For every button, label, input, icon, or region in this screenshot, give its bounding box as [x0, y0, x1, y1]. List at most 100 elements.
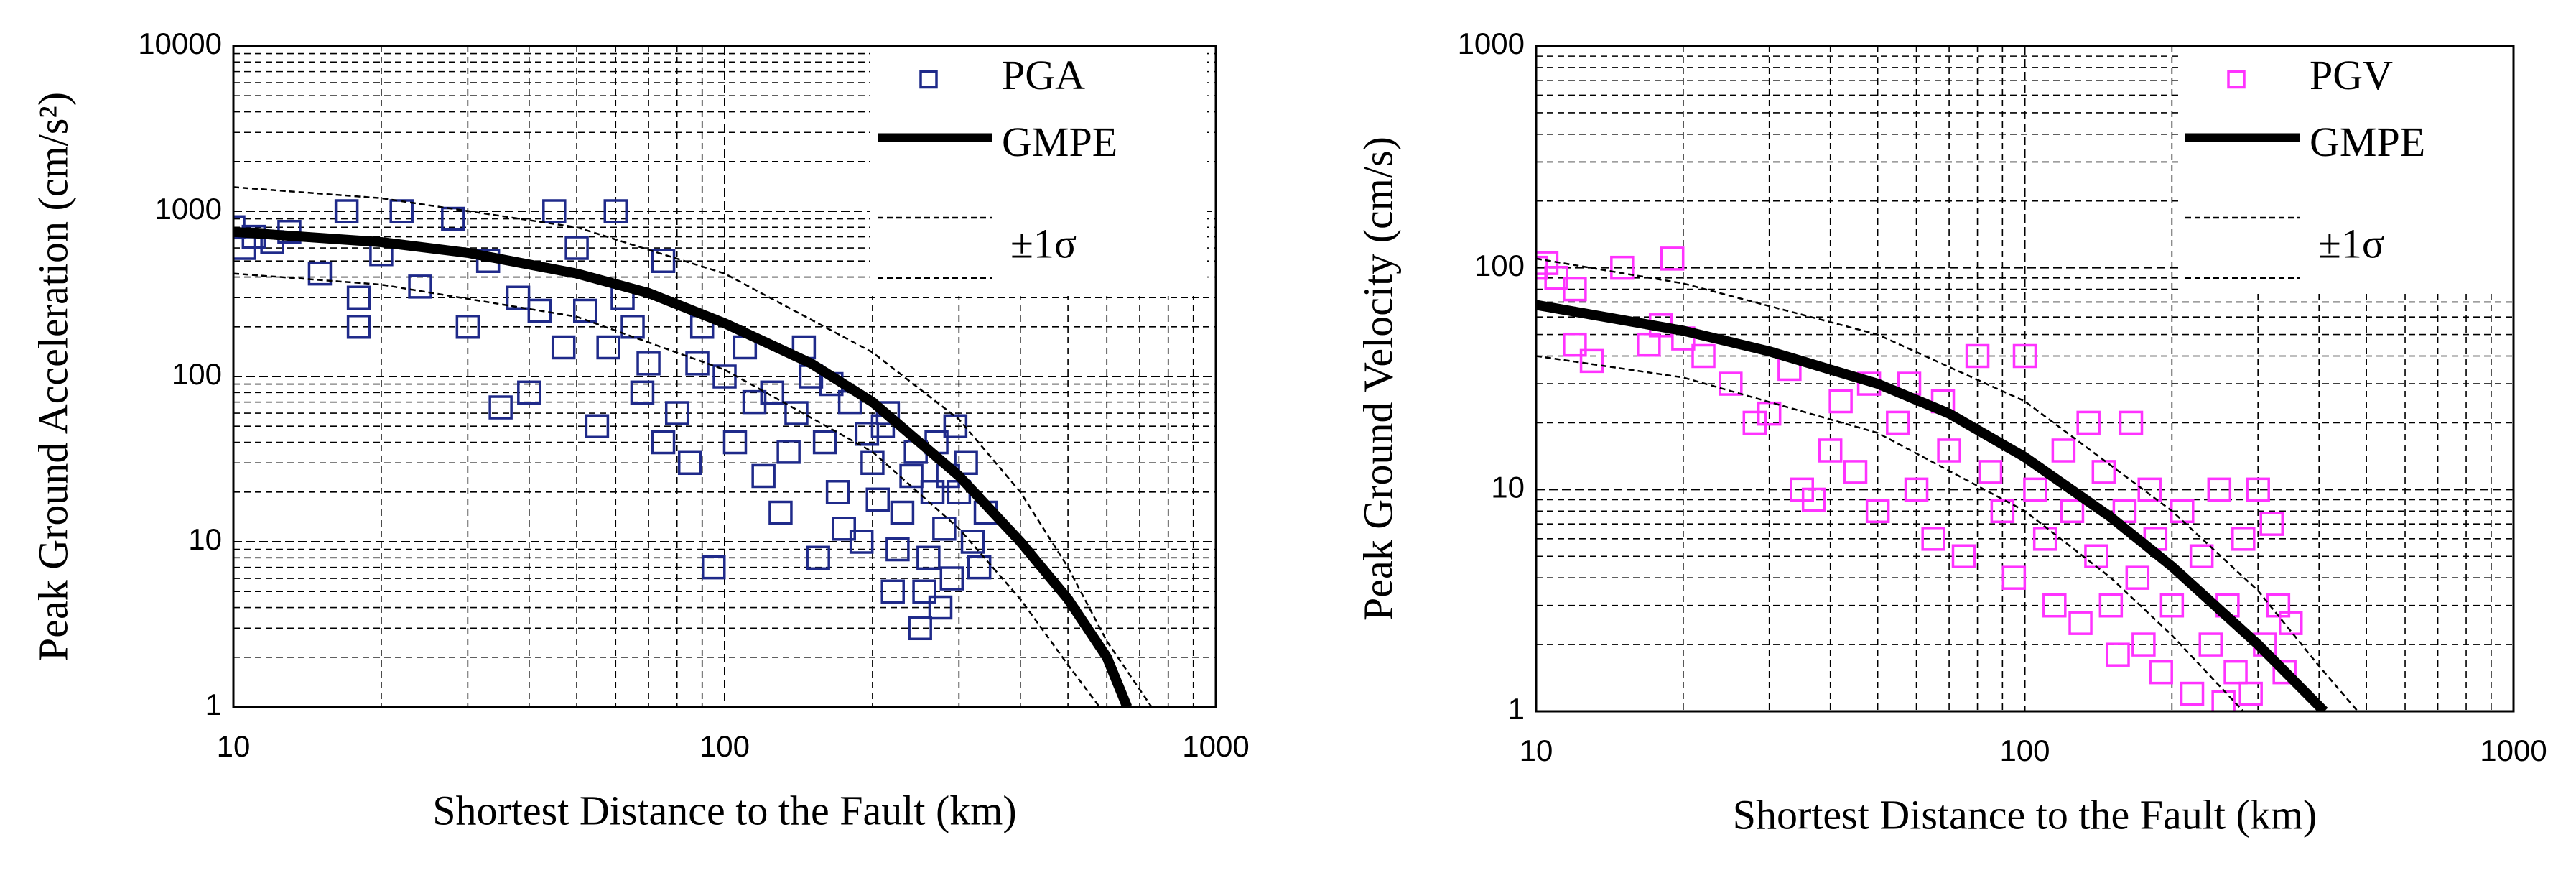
data-point — [1843, 460, 1868, 484]
data-point — [408, 274, 432, 299]
data-point — [346, 315, 371, 339]
data-point — [527, 298, 552, 323]
legend-marker — [2227, 70, 2246, 89]
data-point — [865, 487, 890, 512]
x-tick-label: 100 — [699, 729, 750, 763]
data-point — [1719, 371, 1743, 396]
y-tick-label: 1000 — [1458, 27, 1525, 60]
data-point — [2051, 438, 2076, 463]
data-point — [939, 566, 964, 591]
data-point — [920, 480, 945, 504]
y-tick-label: 100 — [1474, 249, 1525, 282]
data-point — [1579, 348, 1604, 374]
data-point — [916, 545, 941, 570]
data-point — [2238, 681, 2263, 706]
sigma-line — [1536, 257, 2359, 711]
data-point — [825, 480, 850, 504]
data-point — [880, 579, 905, 604]
plot-border — [232, 45, 1217, 708]
data-point — [441, 206, 465, 231]
data-point — [967, 555, 992, 580]
data-point — [2076, 410, 2101, 435]
legend-label: PGV — [2310, 52, 2393, 98]
x-axis-label: Shortest Distance to the Fault (km) — [1733, 791, 2317, 838]
data-point — [1742, 410, 1767, 435]
data-point — [2091, 460, 2116, 484]
data-point — [2198, 632, 2223, 657]
data-point — [2125, 565, 2150, 590]
gmpe-line — [233, 226, 1133, 707]
data-point — [2278, 611, 2303, 635]
data-point — [2189, 544, 2214, 569]
data-point — [899, 463, 924, 489]
data-point — [564, 236, 589, 260]
data-point — [1865, 499, 1890, 523]
data-point — [585, 414, 610, 438]
data-point — [1801, 487, 1826, 512]
legend-marker — [919, 70, 938, 89]
data-point — [832, 517, 856, 541]
data-point — [2231, 527, 2256, 551]
data-point — [517, 380, 541, 405]
x-tick-label: 1000 — [1182, 729, 1249, 763]
data-point — [722, 430, 748, 455]
data-point — [1921, 527, 1945, 551]
plot-area — [233, 186, 1153, 707]
x-tick-label: 1000 — [2480, 734, 2547, 767]
data-point — [751, 463, 776, 489]
data-point — [776, 440, 801, 464]
data-point — [702, 555, 726, 580]
data-point — [603, 199, 628, 223]
data-point — [849, 530, 874, 554]
data-point — [2032, 527, 2057, 551]
data-point — [1610, 255, 1635, 280]
data-point — [2131, 632, 2156, 657]
data-point — [2259, 512, 2284, 536]
data-point — [307, 261, 333, 286]
gmpe-line — [1536, 300, 2328, 711]
data-point — [1563, 277, 1587, 302]
data-point — [636, 351, 661, 376]
data-point — [488, 395, 513, 420]
data-point — [2211, 690, 2236, 711]
x-tick-label: 10 — [1520, 734, 1553, 767]
plot-area — [1536, 246, 2359, 711]
data-point — [742, 389, 767, 415]
data-point — [651, 249, 676, 273]
data-point — [2180, 681, 2205, 706]
data-point — [542, 199, 567, 223]
data-point — [2023, 477, 2047, 502]
data-point — [2137, 477, 2162, 502]
x-tick-label: 100 — [1999, 734, 2050, 767]
data-point — [1965, 343, 1990, 369]
y-axis-label: Peak Ground Acceleration (cm/s²) — [29, 92, 76, 661]
data-point — [908, 616, 932, 641]
data-point — [960, 530, 985, 554]
data-point — [1828, 389, 1853, 414]
data-point — [2272, 660, 2297, 685]
data-point — [2112, 499, 2137, 523]
data-point — [2001, 565, 2027, 590]
data-point — [551, 335, 576, 360]
data-point — [1937, 438, 1961, 463]
data-point — [885, 537, 910, 562]
data-point — [875, 401, 901, 425]
chart: 10 100 1000 1 10 100 1000 10000 PGA GMPE ±1σ Shorte… — [29, 27, 1249, 833]
data-point — [596, 335, 620, 360]
data-point — [630, 380, 655, 405]
y-tick-label: 1 — [1508, 692, 1525, 726]
data-point — [346, 285, 371, 310]
data-point — [928, 595, 953, 620]
y-tick-label: 10 — [188, 522, 222, 556]
chart: 10 100 1000 1 10 100 1000 PGV GMPE ±1σ Shortest Di… — [1354, 27, 2547, 838]
data-point — [2246, 477, 2270, 502]
data-point — [2068, 611, 2093, 635]
data-point — [685, 351, 710, 376]
data-point — [2012, 343, 2037, 369]
data-point — [2207, 477, 2232, 502]
data-point — [932, 517, 957, 541]
legend-label: GMPE — [1002, 119, 1117, 165]
x-tick-label: 10 — [217, 729, 251, 763]
